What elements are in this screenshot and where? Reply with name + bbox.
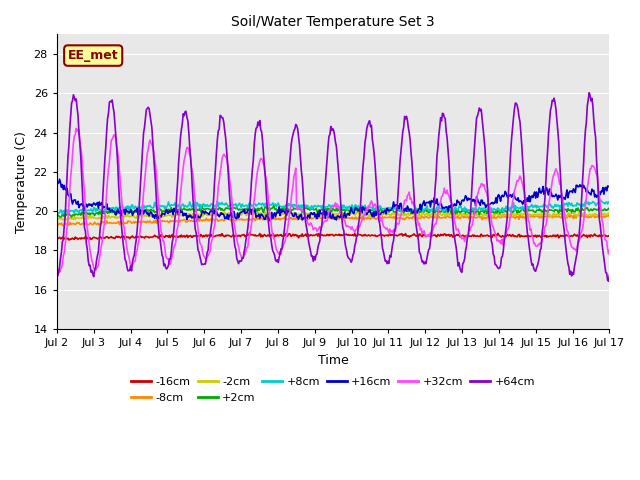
Y-axis label: Temperature (C): Temperature (C) (15, 131, 28, 233)
Title: Soil/Water Temperature Set 3: Soil/Water Temperature Set 3 (231, 15, 435, 29)
X-axis label: Time: Time (318, 354, 349, 367)
Text: EE_met: EE_met (68, 49, 118, 62)
Legend: -16cm, -8cm, -2cm, +2cm, +8cm, +16cm, +32cm, +64cm: -16cm, -8cm, -2cm, +2cm, +8cm, +16cm, +3… (127, 373, 540, 407)
